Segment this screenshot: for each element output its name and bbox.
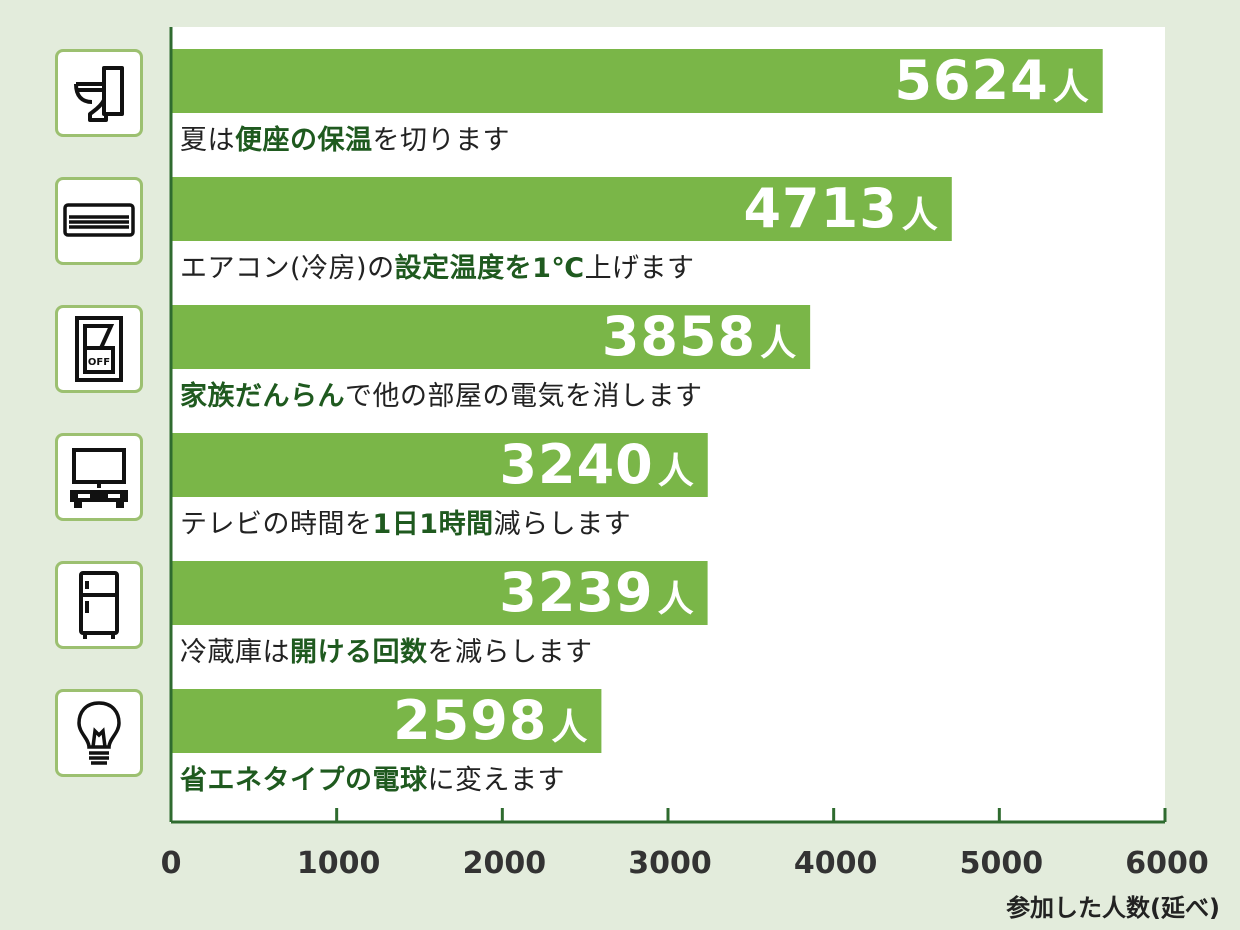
bar-value-label: 5624 人 bbox=[894, 49, 1089, 112]
bar bbox=[171, 433, 708, 497]
toilet-icon bbox=[55, 49, 143, 137]
light-bulb-icon bbox=[55, 689, 143, 777]
tv-icon bbox=[55, 433, 143, 521]
category-label: 夏は便座の保温を切ります bbox=[180, 125, 510, 156]
bar bbox=[171, 305, 811, 369]
switch-off-text: OFF bbox=[88, 357, 110, 368]
bar-value-label: 2598 人 bbox=[393, 689, 588, 752]
x-tick-label: 5000 bbox=[959, 846, 1044, 881]
bar bbox=[171, 561, 708, 625]
x-tick-label: 4000 bbox=[793, 846, 878, 881]
x-tick-label: 2000 bbox=[462, 846, 547, 881]
x-tick-label: 3000 bbox=[628, 846, 712, 881]
category-label: 省エネタイプの電球に変えます bbox=[180, 765, 565, 796]
light-switch-off-icon: OFF bbox=[55, 305, 143, 393]
bar-value-label: 3858 人 bbox=[601, 305, 797, 368]
bar-value-label: 3240 人 bbox=[499, 433, 694, 496]
refrigerator-icon bbox=[55, 561, 143, 649]
bar-value-label: 4713 人 bbox=[743, 177, 938, 240]
bar bbox=[171, 689, 602, 753]
x-tick-label: 0 bbox=[160, 846, 182, 881]
bar bbox=[171, 177, 952, 241]
x-axis-title: 参加した人数(延べ) bbox=[1006, 894, 1220, 922]
bar-value-label: 3239 人 bbox=[499, 561, 694, 624]
category-label: 冷蔵庫は開ける回数を減らします bbox=[180, 637, 593, 668]
x-tick-label: 1000 bbox=[296, 846, 381, 881]
category-label: テレビの時間を1日1時間減らします bbox=[180, 509, 632, 540]
air-conditioner-icon bbox=[55, 177, 143, 265]
x-tick-label: 6000 bbox=[1125, 846, 1209, 881]
category-label: エアコン(冷房)の設定温度を1℃上げます bbox=[180, 253, 695, 284]
category-label: 家族だんらんで他の部屋の電気を消します bbox=[180, 381, 703, 412]
bar bbox=[171, 49, 1103, 113]
